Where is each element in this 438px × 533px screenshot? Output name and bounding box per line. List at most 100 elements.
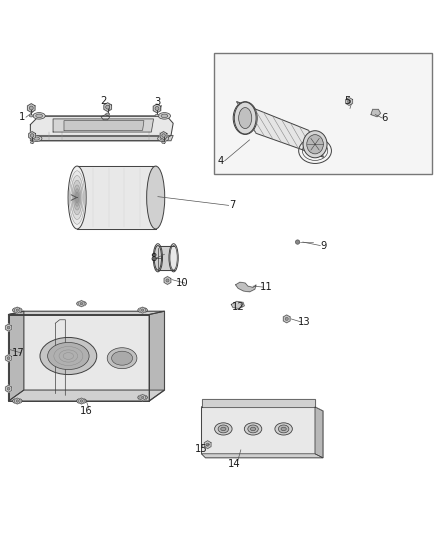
Ellipse shape	[72, 180, 82, 215]
Ellipse shape	[307, 135, 323, 154]
Circle shape	[7, 326, 10, 329]
Ellipse shape	[162, 142, 165, 143]
Polygon shape	[29, 132, 35, 140]
Polygon shape	[140, 307, 145, 313]
Circle shape	[29, 106, 33, 110]
Circle shape	[155, 107, 159, 110]
Polygon shape	[237, 101, 324, 157]
Ellipse shape	[158, 112, 170, 119]
Ellipse shape	[33, 137, 39, 140]
Circle shape	[295, 240, 300, 244]
Polygon shape	[155, 246, 175, 270]
Circle shape	[166, 279, 169, 282]
Polygon shape	[14, 307, 20, 313]
Ellipse shape	[48, 343, 89, 369]
Polygon shape	[201, 407, 323, 458]
Circle shape	[16, 400, 18, 402]
Ellipse shape	[36, 114, 42, 118]
Ellipse shape	[160, 137, 166, 140]
Circle shape	[80, 400, 83, 402]
Ellipse shape	[77, 301, 86, 306]
Ellipse shape	[244, 423, 262, 435]
Ellipse shape	[107, 348, 137, 369]
Polygon shape	[9, 311, 164, 314]
Ellipse shape	[155, 115, 159, 117]
Text: 6: 6	[382, 113, 388, 123]
Polygon shape	[24, 311, 164, 390]
Ellipse shape	[74, 185, 81, 210]
Circle shape	[30, 134, 34, 138]
Polygon shape	[231, 302, 244, 309]
Ellipse shape	[69, 171, 85, 224]
Polygon shape	[201, 399, 315, 407]
Circle shape	[16, 309, 18, 311]
Ellipse shape	[77, 398, 86, 403]
Polygon shape	[153, 104, 161, 113]
Text: 11: 11	[260, 282, 272, 292]
Text: 17: 17	[12, 348, 25, 358]
Polygon shape	[30, 135, 173, 141]
Ellipse shape	[161, 114, 168, 118]
Circle shape	[7, 387, 10, 390]
Ellipse shape	[12, 308, 22, 313]
Text: 14: 14	[228, 459, 240, 469]
Circle shape	[347, 100, 351, 103]
Circle shape	[206, 443, 209, 446]
Ellipse shape	[281, 427, 286, 431]
Ellipse shape	[112, 351, 133, 365]
Ellipse shape	[33, 112, 45, 119]
Ellipse shape	[30, 142, 34, 143]
Polygon shape	[315, 407, 323, 458]
Polygon shape	[30, 116, 173, 141]
Ellipse shape	[239, 108, 252, 128]
Polygon shape	[371, 109, 381, 117]
Text: 4: 4	[218, 156, 224, 166]
Polygon shape	[201, 454, 323, 458]
Polygon shape	[236, 282, 256, 292]
Polygon shape	[6, 354, 11, 362]
Ellipse shape	[234, 102, 256, 134]
FancyBboxPatch shape	[214, 53, 432, 174]
Ellipse shape	[170, 246, 177, 270]
Text: 2: 2	[100, 95, 106, 106]
Circle shape	[141, 396, 144, 399]
Ellipse shape	[12, 398, 22, 403]
Ellipse shape	[275, 423, 292, 435]
Polygon shape	[204, 441, 211, 449]
Ellipse shape	[154, 246, 162, 270]
Polygon shape	[149, 311, 164, 401]
Polygon shape	[164, 277, 171, 285]
Ellipse shape	[279, 425, 289, 433]
Text: 10: 10	[176, 278, 188, 288]
Ellipse shape	[221, 427, 226, 431]
Ellipse shape	[147, 166, 165, 229]
Polygon shape	[79, 398, 84, 404]
Polygon shape	[28, 103, 35, 112]
Text: 3: 3	[155, 98, 161, 107]
Ellipse shape	[31, 136, 42, 141]
Text: 16: 16	[79, 407, 92, 416]
Polygon shape	[14, 398, 20, 404]
Polygon shape	[79, 301, 84, 306]
Text: 5: 5	[345, 96, 351, 107]
Ellipse shape	[106, 113, 110, 115]
Polygon shape	[77, 166, 155, 229]
Polygon shape	[104, 103, 111, 111]
Ellipse shape	[215, 423, 232, 435]
Text: 8: 8	[150, 253, 157, 263]
Ellipse shape	[158, 136, 169, 141]
Circle shape	[106, 105, 110, 109]
Circle shape	[285, 317, 288, 320]
Text: 9: 9	[321, 240, 327, 251]
Text: 7: 7	[229, 200, 235, 211]
Circle shape	[80, 302, 83, 305]
Polygon shape	[140, 394, 145, 400]
Polygon shape	[64, 120, 144, 130]
Ellipse shape	[75, 192, 79, 203]
Polygon shape	[160, 132, 167, 140]
Text: 13: 13	[298, 317, 311, 327]
Text: 1: 1	[19, 112, 26, 122]
Ellipse shape	[218, 425, 229, 433]
Ellipse shape	[303, 131, 327, 158]
Ellipse shape	[71, 175, 83, 220]
